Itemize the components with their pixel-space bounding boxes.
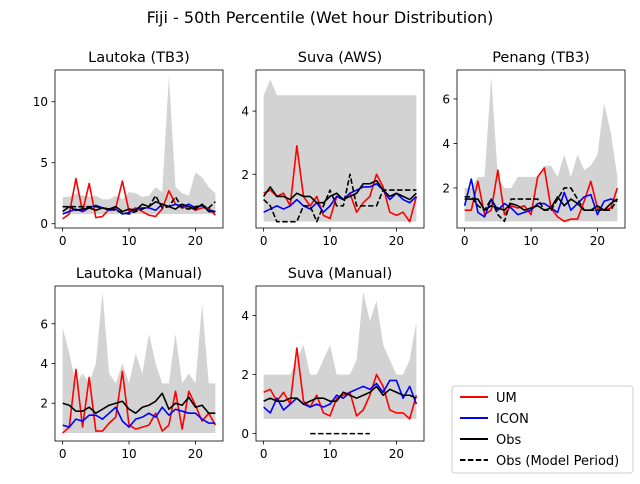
figure-title: Fiji - 50th Percentile (Wet hour Distrib… xyxy=(147,8,494,27)
x-tick-label: 0 xyxy=(260,447,268,461)
subplot-title: Penang (TB3) xyxy=(492,50,590,66)
series-icon xyxy=(62,406,216,428)
x-tick-label: 20 xyxy=(188,234,203,248)
y-tick-label: 2 xyxy=(241,168,249,182)
series-obs-model-period xyxy=(62,194,216,215)
axes-frame xyxy=(54,69,224,229)
x-tick-label: 0 xyxy=(59,234,67,248)
x-tick-label: 20 xyxy=(389,447,404,461)
series-icon xyxy=(263,182,417,213)
x-tick-label: 20 xyxy=(389,234,404,248)
x-tick-label: 10 xyxy=(322,234,337,248)
y-tick-label: 0 xyxy=(40,217,48,231)
y-tick-label: 2 xyxy=(40,397,48,411)
x-tick-label: 0 xyxy=(59,447,67,461)
y-tick-label: 5 xyxy=(40,156,48,170)
series-obs xyxy=(62,392,216,414)
subplot-lautoka-tb3: 0 10 20 0 5 10 Lautoka (TB3) xyxy=(33,50,224,248)
y-tick-label: 4 xyxy=(40,357,48,371)
x-tick-label: 20 xyxy=(590,234,605,248)
x-tick-label: 0 xyxy=(260,234,268,248)
y-tick-label: 0 xyxy=(241,427,249,441)
series-obs xyxy=(263,385,417,405)
series-obs xyxy=(262,179,417,204)
x-tick-label: 0 xyxy=(461,234,469,248)
envelope-band xyxy=(62,76,216,214)
legend: UM ICON Obs Obs (Model Period) xyxy=(451,385,634,474)
subplot-suva-aws: 0 10 20 2 4 Suva (AWS) xyxy=(241,50,425,248)
y-tick-label: 4 xyxy=(442,137,450,151)
legend-label-obs-model-period: Obs (Model Period) xyxy=(496,454,619,469)
legend-label-icon: ICON xyxy=(496,412,529,427)
legend-frame xyxy=(451,385,634,474)
envelope-band xyxy=(464,76,618,222)
subplot-title: Suva (AWS) xyxy=(298,50,382,66)
legend-label-obs: Obs xyxy=(496,433,521,448)
x-tick-label: 10 xyxy=(322,447,337,461)
series-um xyxy=(464,167,619,223)
axes-frame xyxy=(255,285,425,442)
x-tick-label: 20 xyxy=(188,447,203,461)
subplot-suva-manual: 0 10 20 0 2 4 Suva (Manual) xyxy=(241,266,425,461)
legend-label-um: UM xyxy=(496,391,517,406)
y-tick-label: 6 xyxy=(442,92,450,106)
axes-frame xyxy=(255,69,425,229)
y-tick-label: 2 xyxy=(241,368,249,382)
envelope-band xyxy=(62,291,216,434)
x-tick-label: 10 xyxy=(121,234,136,248)
series-obs-model-period xyxy=(464,187,619,223)
y-tick-label: 6 xyxy=(40,317,48,331)
y-tick-label: 4 xyxy=(241,105,249,119)
x-tick-label: 10 xyxy=(121,447,136,461)
axes-frame xyxy=(456,69,626,229)
series-obs xyxy=(62,200,216,213)
subplot-title: Suva (Manual) xyxy=(288,266,392,282)
series-um xyxy=(62,368,217,434)
y-tick-label: 10 xyxy=(33,95,48,109)
subplot-title: Lautoka (TB3) xyxy=(88,50,190,66)
subplot-penang-tb3: 0 10 20 2 4 6 Penang (TB3) xyxy=(442,50,626,248)
series-obs-model-period xyxy=(263,173,417,223)
x-tick-label: 10 xyxy=(523,234,538,248)
subplot-lautoka-manual: 0 10 20 2 4 6 Lautoka (Manual) xyxy=(40,266,224,461)
y-tick-label: 4 xyxy=(241,309,249,323)
y-tick-label: 2 xyxy=(442,181,450,195)
subplot-title: Lautoka (Manual) xyxy=(76,266,202,282)
